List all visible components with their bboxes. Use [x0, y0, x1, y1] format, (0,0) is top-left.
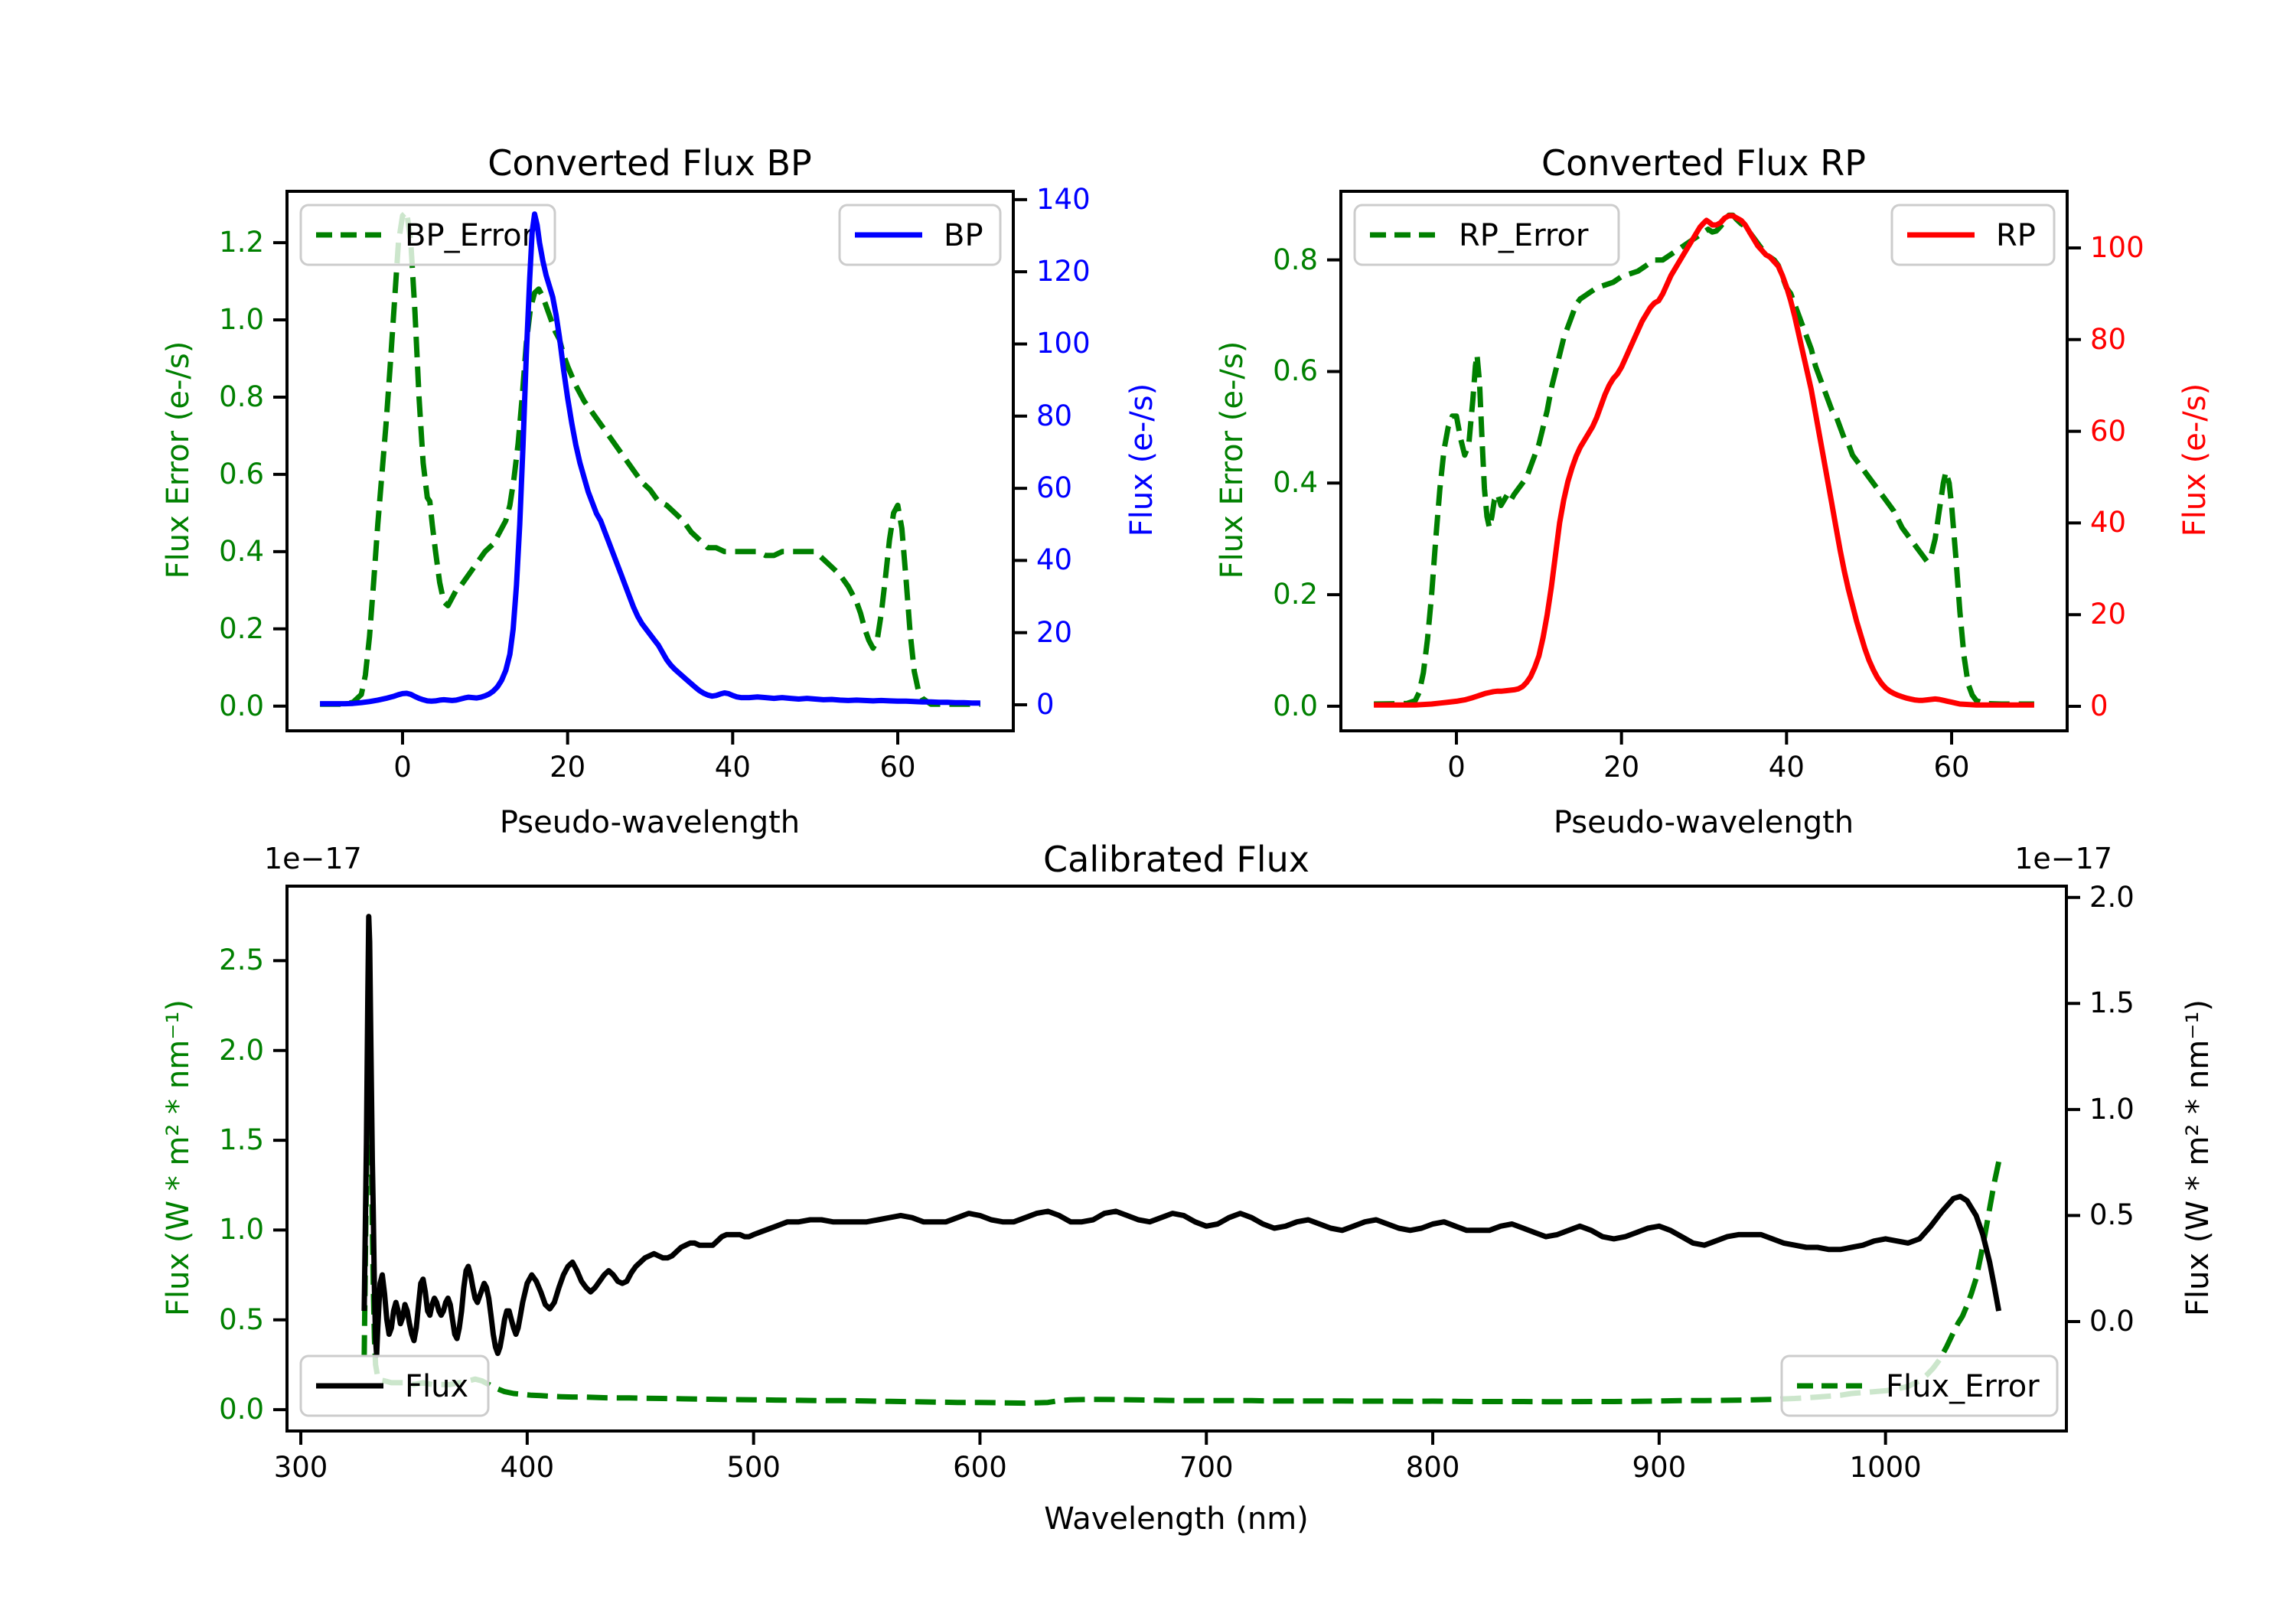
tick-label: 1.0 [219, 303, 264, 337]
bp-series-BP [320, 211, 980, 707]
tick-label: 0.5 [2089, 1198, 2135, 1232]
calibrated-series-Flux [361, 914, 2002, 1358]
tick-label: 0.2 [1273, 578, 1318, 611]
rp-axes-frame [1339, 190, 2069, 732]
rp-title: Converted Flux RP [1541, 142, 1866, 184]
rp-series-RP_Error [1374, 212, 2034, 707]
tick-label: 60 [879, 751, 916, 784]
tick-label: 1.0 [219, 1213, 264, 1247]
tick-label: 500 [726, 1451, 781, 1484]
RP-legend-label: RP [1996, 218, 2036, 253]
rp-legend-RP_Error: RP_Error [1353, 204, 1620, 266]
rp-xaxis-label: Pseudo-wavelength [1553, 805, 1854, 840]
bp-axes-frame [285, 190, 1015, 732]
tick-label: 80 [2090, 322, 2127, 356]
calibrated-title: Calibrated Flux [1043, 839, 1309, 880]
tick-label: 2.5 [219, 944, 264, 977]
tick-label: 80 [1036, 399, 1073, 432]
tick-label: 2.0 [219, 1033, 264, 1067]
tick-label: 1.0 [2089, 1092, 2135, 1126]
tick-label: 0 [393, 751, 412, 784]
tick-label: 400 [500, 1451, 555, 1484]
calibrated-axes-frame [285, 885, 2068, 1433]
left-offset-text: 1e−17 [264, 842, 362, 875]
tick-label: 0.0 [1273, 689, 1318, 722]
tick-label: 1.2 [219, 226, 264, 259]
BP-legend-label: BP [944, 218, 983, 253]
tick-label: 100 [2090, 230, 2144, 264]
tick-label: 1.5 [219, 1123, 264, 1157]
tick-label: 0.6 [219, 457, 264, 491]
tick-label: 0.0 [2089, 1304, 2135, 1338]
tick-label: 900 [1632, 1451, 1687, 1484]
calibrated-legend-Flux: Flux [299, 1354, 490, 1417]
tick-label: 0.4 [219, 534, 264, 568]
tick-label: 2.0 [2089, 880, 2135, 914]
bp-xaxis-label: Pseudo-wavelength [499, 805, 801, 840]
tick-label: 40 [2090, 506, 2127, 539]
calibrated-legend-Flux_Error: Flux_Error [1780, 1354, 2059, 1417]
tick-label: 0 [1036, 688, 1055, 722]
tick-label: 100 [1036, 327, 1091, 360]
right-offset-text: 1e−17 [2014, 842, 2112, 875]
rp-legend-RP: RP [1890, 204, 2056, 266]
tick-label: 0 [2090, 689, 2108, 722]
tick-label: 1000 [1849, 1451, 1922, 1484]
calibrated-series-Flux_Error [361, 993, 2002, 1407]
rp-series-RP [1374, 213, 2034, 708]
tick-label: 0.5 [219, 1302, 264, 1336]
Flux-legend-label: Flux [405, 1369, 468, 1404]
calibrated-xaxis-label: Wavelength (nm) [1044, 1501, 1309, 1537]
tick-label: 600 [953, 1451, 1007, 1484]
tick-label: 20 [550, 751, 586, 784]
bp-title: Converted Flux BP [488, 142, 812, 184]
tick-label: 0.4 [1273, 466, 1318, 500]
tick-label: 40 [714, 751, 751, 784]
tick-label: 60 [1036, 471, 1073, 505]
tick-label: 60 [1933, 751, 1970, 784]
tick-label: 300 [273, 1451, 328, 1484]
tick-label: 0.8 [1273, 243, 1318, 276]
tick-label: 20 [1603, 751, 1640, 784]
tick-label: 0.8 [219, 380, 264, 413]
tick-label: 120 [1036, 255, 1091, 288]
tick-label: 60 [2090, 414, 2127, 448]
bp-legend-BP_Error: BP_Error [299, 204, 556, 266]
tick-label: 20 [1036, 615, 1073, 649]
bp-series-BP_Error [320, 209, 980, 707]
tick-label: 140 [1036, 182, 1091, 216]
tick-label: 40 [1768, 751, 1805, 784]
tick-label: 1.5 [2089, 986, 2135, 1020]
tick-label: 20 [2090, 598, 2127, 631]
tick-label: 700 [1179, 1451, 1234, 1484]
tick-label: 0 [1447, 751, 1466, 784]
BP_Error-legend-label: BP_Error [405, 218, 535, 253]
tick-label: 0.0 [219, 1393, 264, 1426]
bp-legend-BP: BP [838, 204, 1002, 266]
Flux_Error-legend-label: Flux_Error [1886, 1369, 2040, 1404]
tick-label: 0.0 [219, 689, 264, 722]
RP_Error-legend-label: RP_Error [1459, 218, 1589, 253]
tick-label: 800 [1405, 1451, 1460, 1484]
tick-label: 0.2 [219, 611, 264, 645]
tick-label: 40 [1036, 543, 1073, 577]
tick-label: 0.6 [1273, 354, 1318, 388]
